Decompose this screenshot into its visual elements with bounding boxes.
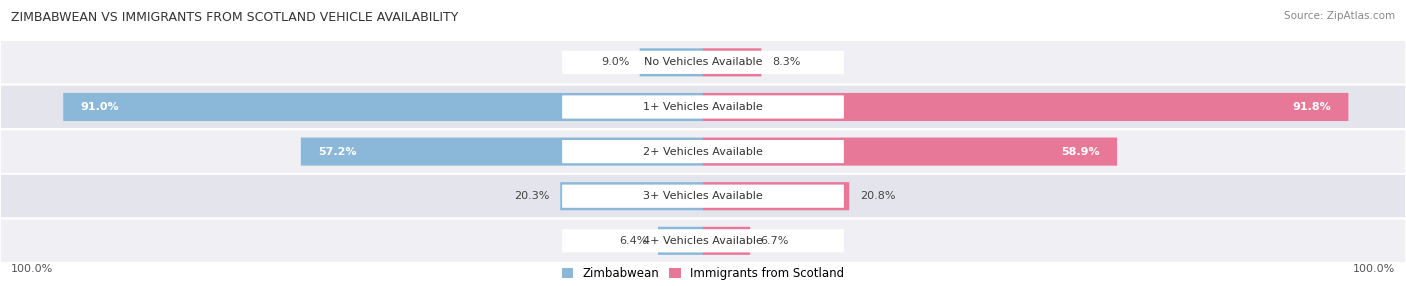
Text: Source: ZipAtlas.com: Source: ZipAtlas.com <box>1284 11 1395 21</box>
FancyBboxPatch shape <box>301 138 703 166</box>
Text: 6.4%: 6.4% <box>619 236 647 246</box>
Text: 2+ Vehicles Available: 2+ Vehicles Available <box>643 147 763 156</box>
Text: 91.0%: 91.0% <box>82 102 120 112</box>
FancyBboxPatch shape <box>562 51 844 74</box>
FancyBboxPatch shape <box>703 93 1348 121</box>
FancyBboxPatch shape <box>63 93 703 121</box>
FancyBboxPatch shape <box>562 140 844 163</box>
Text: 57.2%: 57.2% <box>318 147 357 156</box>
FancyBboxPatch shape <box>703 182 849 210</box>
Text: 91.8%: 91.8% <box>1292 102 1330 112</box>
FancyBboxPatch shape <box>562 95 844 119</box>
FancyBboxPatch shape <box>0 219 1406 263</box>
Text: 3+ Vehicles Available: 3+ Vehicles Available <box>643 191 763 201</box>
Text: 58.9%: 58.9% <box>1062 147 1099 156</box>
FancyBboxPatch shape <box>658 227 703 255</box>
FancyBboxPatch shape <box>703 227 751 255</box>
FancyBboxPatch shape <box>0 129 1406 174</box>
FancyBboxPatch shape <box>0 85 1406 129</box>
Text: 4+ Vehicles Available: 4+ Vehicles Available <box>643 236 763 246</box>
Text: 100.0%: 100.0% <box>11 264 53 274</box>
Text: 6.7%: 6.7% <box>761 236 789 246</box>
FancyBboxPatch shape <box>703 138 1118 166</box>
FancyBboxPatch shape <box>703 48 762 76</box>
Legend: Zimbabwean, Immigrants from Scotland: Zimbabwean, Immigrants from Scotland <box>561 267 845 280</box>
Text: No Vehicles Available: No Vehicles Available <box>644 57 762 67</box>
FancyBboxPatch shape <box>0 40 1406 85</box>
Text: 8.3%: 8.3% <box>772 57 800 67</box>
Text: ZIMBABWEAN VS IMMIGRANTS FROM SCOTLAND VEHICLE AVAILABILITY: ZIMBABWEAN VS IMMIGRANTS FROM SCOTLAND V… <box>11 11 458 24</box>
FancyBboxPatch shape <box>562 184 844 208</box>
Text: 9.0%: 9.0% <box>600 57 630 67</box>
FancyBboxPatch shape <box>562 229 844 253</box>
Text: 20.3%: 20.3% <box>515 191 550 201</box>
Text: 1+ Vehicles Available: 1+ Vehicles Available <box>643 102 763 112</box>
Text: 100.0%: 100.0% <box>1353 264 1395 274</box>
Text: 20.8%: 20.8% <box>860 191 896 201</box>
FancyBboxPatch shape <box>640 48 703 76</box>
FancyBboxPatch shape <box>560 182 703 210</box>
FancyBboxPatch shape <box>0 174 1406 219</box>
